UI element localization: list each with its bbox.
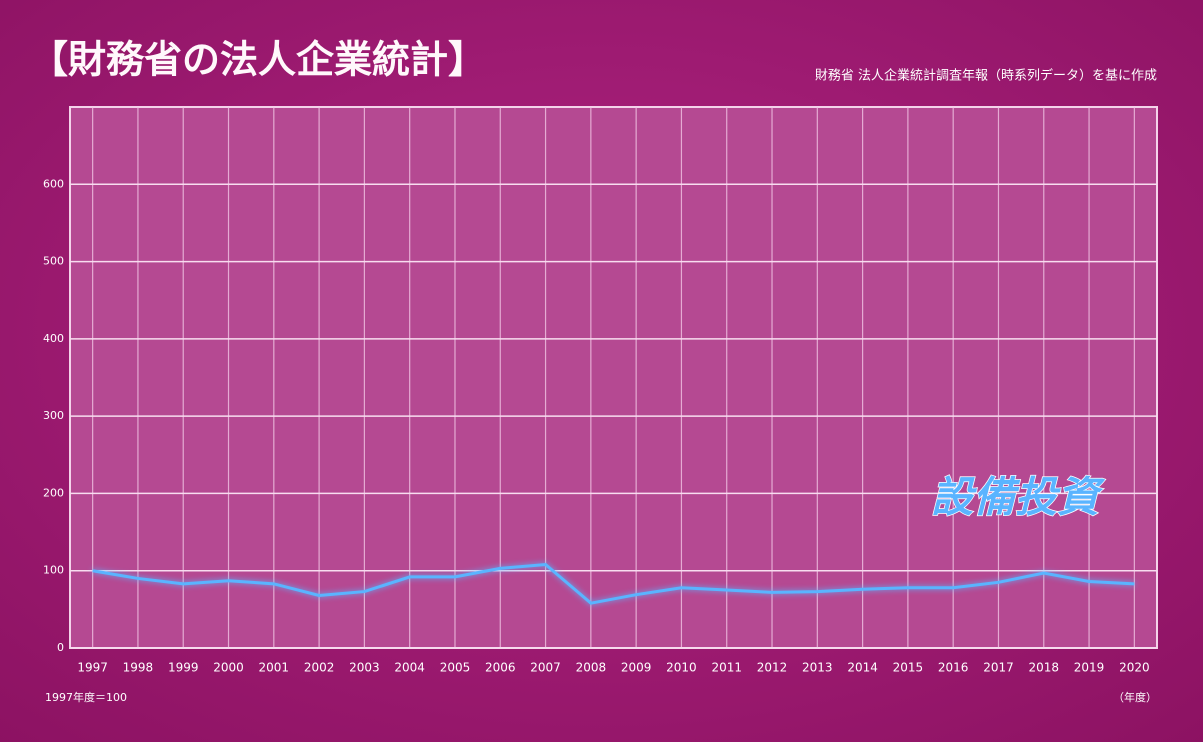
- x-tick-label: 2009: [621, 661, 652, 675]
- x-tick-label: 2002: [304, 661, 335, 675]
- x-tick-label: 1998: [123, 661, 154, 675]
- y-tick-label: 400: [43, 332, 64, 345]
- y-tick-label: 0: [57, 641, 64, 654]
- x-tick-label: 1997: [77, 661, 108, 675]
- x-tick-label: 2018: [1028, 661, 1059, 675]
- x-tick-label: 2006: [485, 661, 516, 675]
- plot-area: [69, 106, 1158, 649]
- x-tick-label: 1999: [168, 661, 199, 675]
- x-tick-label: 2010: [666, 661, 697, 675]
- x-tick-label: 2014: [847, 661, 878, 675]
- x-tick-label: 2000: [213, 661, 244, 675]
- x-tick-label: 2016: [938, 661, 969, 675]
- x-tick-label: 2008: [576, 661, 607, 675]
- x-tick-label: 2020: [1119, 661, 1150, 675]
- base-note: 1997年度＝100: [45, 690, 127, 704]
- source-note: 財務省 法人企業統計調査年報（時系列データ）を基に作成: [815, 68, 1157, 84]
- data-line: [92, 562, 1135, 605]
- x-tick-label: 2011: [711, 661, 742, 675]
- x-tick-label: 2003: [349, 661, 380, 675]
- x-tick-label: 2005: [440, 661, 471, 675]
- y-tick-label: 600: [43, 177, 64, 190]
- chart-title: 【財務省の法人企業統計】: [30, 38, 486, 82]
- series-label: 設備投資: [931, 473, 1106, 522]
- x-tick-label: 2001: [259, 661, 290, 675]
- x-tick-label: 2007: [530, 661, 561, 675]
- x-axis-unit: （年度）: [1113, 690, 1157, 704]
- x-tick-label: 2012: [757, 661, 788, 675]
- y-tick-label: 500: [43, 255, 64, 268]
- x-tick-label: 2019: [1074, 661, 1105, 675]
- x-tick-label: 2017: [983, 661, 1014, 675]
- x-tick-label: 2013: [802, 661, 833, 675]
- y-tick-label: 100: [43, 564, 64, 577]
- x-tick-label: 2015: [893, 661, 924, 675]
- y-tick-label: 300: [43, 409, 64, 422]
- x-tick-label: 2004: [394, 661, 425, 675]
- y-tick-label: 200: [43, 486, 64, 499]
